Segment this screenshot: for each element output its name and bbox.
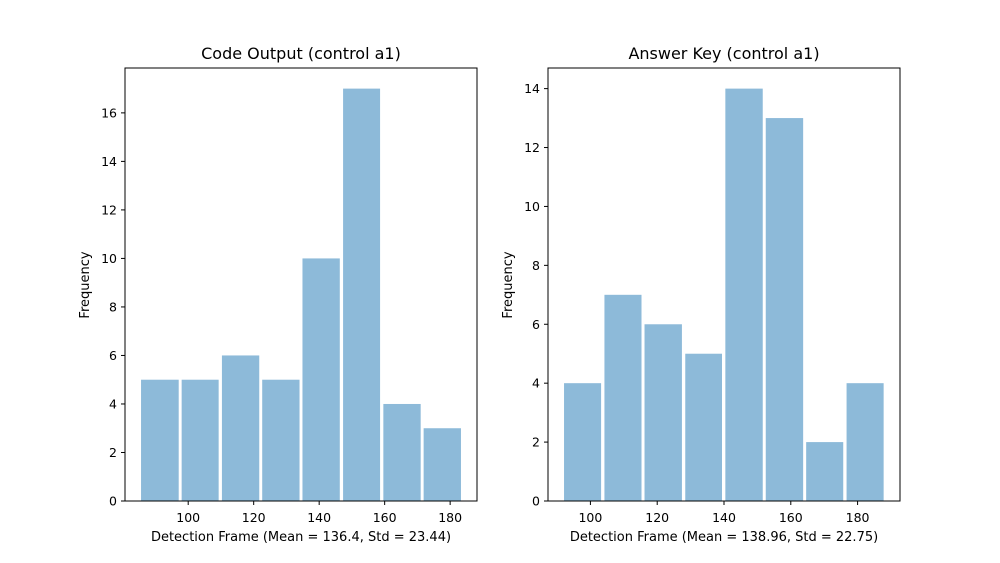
- y-tick-label: 12: [101, 202, 117, 217]
- x-tick-label: 100: [176, 510, 200, 525]
- y-tick-label: 2: [109, 445, 117, 460]
- x-tick-group: 100 120 140 160 180: [578, 501, 870, 525]
- x-tick-label: 180: [846, 510, 870, 525]
- bar-6: [806, 442, 844, 501]
- y-axis-label: Frequency: [78, 251, 93, 318]
- bar-3: [685, 353, 722, 501]
- x-tick-label: 120: [645, 510, 669, 525]
- y-tick-label: 16: [101, 105, 117, 120]
- y-tick-label: 12: [524, 140, 540, 155]
- x-axis-label: Detection Frame (Mean = 138.96, Std = 22…: [570, 530, 878, 545]
- x-tick-label: 160: [373, 510, 397, 525]
- y-tick-label: 8: [109, 299, 117, 314]
- bar-5: [343, 88, 381, 502]
- x-axis-label: Detection Frame (Mean = 136.4, Std = 23.…: [151, 530, 451, 545]
- x-tick-label: 140: [307, 510, 331, 525]
- bar-5: [765, 118, 804, 501]
- bar-group: [564, 88, 884, 502]
- y-tick-label: 2: [532, 435, 540, 450]
- chart-title: Answer Key (control a1): [628, 44, 819, 63]
- y-tick-label: 4: [109, 396, 117, 411]
- x-tick-group: 100 120 140 160 180: [176, 501, 462, 525]
- bar-2: [221, 355, 260, 501]
- x-tick-label: 180: [438, 510, 462, 525]
- chart-title: Code Output (control a1): [201, 44, 401, 63]
- bar-3: [262, 379, 300, 501]
- y-axis-label: Frequency: [501, 251, 516, 318]
- bar-1: [604, 294, 642, 501]
- x-tick-label: 100: [578, 510, 602, 525]
- y-tick-group: 0 2 4 6 8 10 12 14 16: [101, 105, 125, 509]
- plot-frame: [124, 67, 478, 502]
- bar-group: [141, 88, 461, 502]
- chart-code-output: Code Output (control a1) 100 120 140 160 180…: [78, 44, 478, 545]
- y-tick-label: 14: [101, 154, 117, 169]
- y-tick-label: 0: [109, 494, 117, 509]
- bar-7: [423, 428, 461, 501]
- bar-7: [846, 383, 884, 501]
- y-tick-label: 6: [532, 317, 540, 332]
- y-tick-group: 0 2 4 6 8 10 12 14: [524, 81, 548, 509]
- y-tick-label: 4: [532, 376, 540, 391]
- bar-0: [564, 383, 602, 501]
- bar-6: [383, 403, 421, 501]
- y-tick-label: 10: [101, 251, 117, 266]
- x-tick-label: 140: [712, 510, 736, 525]
- bar-1: [181, 379, 219, 501]
- plot-frame: [547, 67, 901, 502]
- y-tick-label: 10: [524, 199, 540, 214]
- bar-2: [644, 324, 682, 501]
- chart-answer-key: Answer Key (control a1) 100 120 140 160 180 …: [501, 44, 901, 545]
- bar-4: [725, 88, 763, 502]
- x-tick-label: 120: [242, 510, 266, 525]
- bar-4: [302, 258, 340, 501]
- y-tick-label: 8: [532, 258, 540, 273]
- y-tick-label: 0: [532, 494, 540, 509]
- y-tick-label: 14: [524, 81, 540, 96]
- y-tick-label: 6: [109, 348, 117, 363]
- x-tick-label: 160: [779, 510, 803, 525]
- bar-0: [141, 379, 179, 501]
